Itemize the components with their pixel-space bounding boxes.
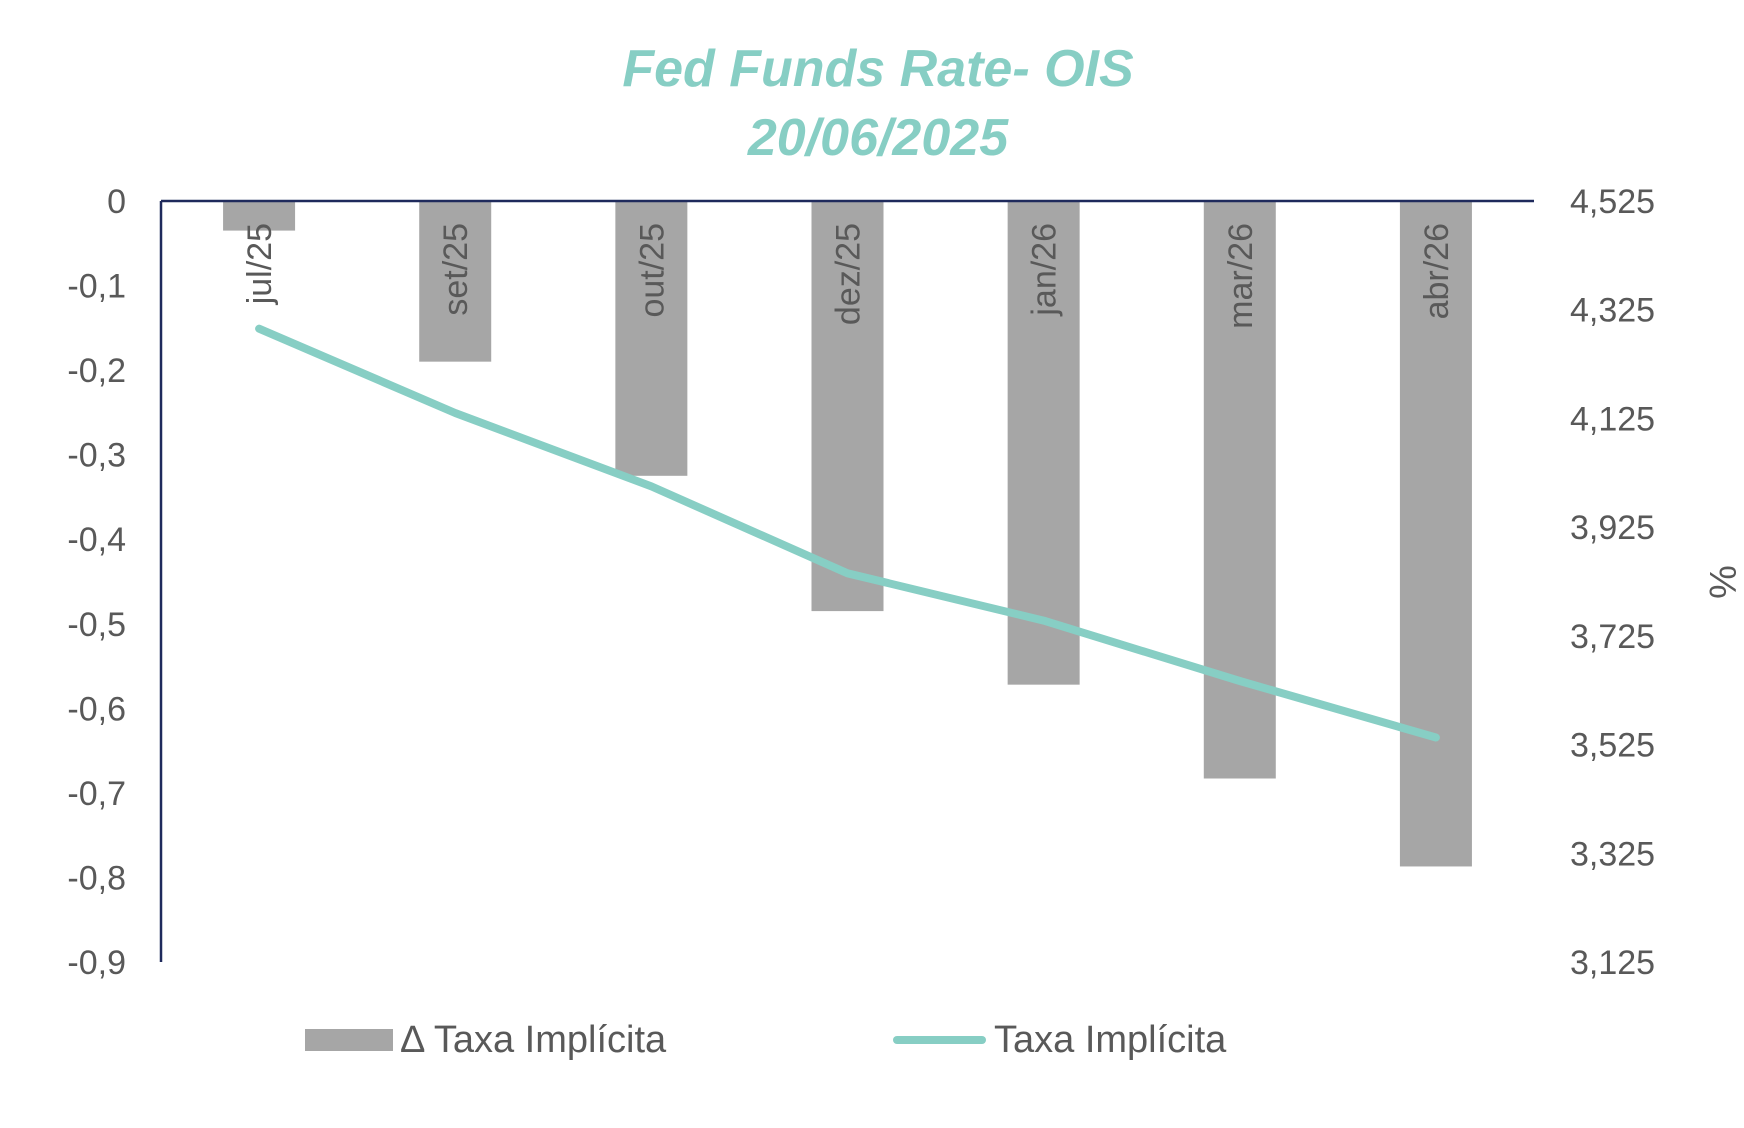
chart-title: Fed Funds Rate- OIS bbox=[622, 40, 1134, 98]
right-tick-label: 3,125 bbox=[1570, 944, 1655, 982]
bar-dez/25 bbox=[811, 201, 884, 612]
line-layer bbox=[255, 324, 1440, 742]
bars-layer bbox=[223, 201, 1472, 867]
left-tick-label: -0,4 bbox=[67, 521, 126, 559]
right-tick-label: 4,325 bbox=[1570, 292, 1655, 330]
category-label: jan/26 bbox=[1026, 223, 1064, 317]
left-tick-label: -0,3 bbox=[67, 437, 126, 475]
bar-abr/26 bbox=[1399, 201, 1472, 867]
category-label: set/25 bbox=[437, 223, 475, 316]
line-series-taxa-implicita bbox=[255, 324, 1440, 742]
right-tick-label: 3,925 bbox=[1570, 509, 1655, 547]
left-tick-label: -0,1 bbox=[67, 268, 126, 306]
category-label: dez/25 bbox=[830, 223, 868, 325]
bar-set/25 bbox=[419, 201, 492, 362]
right-tick-label: 3,725 bbox=[1570, 618, 1655, 656]
category-label: out/25 bbox=[633, 223, 671, 318]
left-tick-label: 0 bbox=[107, 183, 126, 221]
left-tick-label: -0,6 bbox=[67, 690, 126, 728]
chart-subtitle: 20/06/2025 bbox=[747, 109, 1009, 167]
right-tick-label: 4,525 bbox=[1570, 183, 1655, 221]
bar-out/25 bbox=[615, 201, 688, 476]
left-tick-label: -0,9 bbox=[67, 944, 126, 982]
legend: Δ Taxa Implícita Taxa Implícita bbox=[305, 1019, 1227, 1061]
left-tick-label: -0,5 bbox=[67, 606, 126, 644]
left-axis-ticks: 0 -0,1 -0,2 -0,3 -0,4 -0,5 -0,6 -0,7 -0,8 -0,9 bbox=[67, 183, 126, 982]
left-tick-label: -0,2 bbox=[67, 352, 126, 390]
right-axis-ticks: 4,525 4,325 4,125 3,925 3,725 3,525 3,325 3,125 bbox=[1570, 183, 1655, 982]
category-labels: jul/25 set/25 out/25 dez/25 jan/26 mar/26 abr/… bbox=[241, 223, 1456, 329]
left-tick-label: -0,7 bbox=[67, 775, 126, 813]
right-tick-label: 4,125 bbox=[1570, 400, 1655, 438]
bar-jan/26 bbox=[1007, 201, 1080, 685]
legend-line-label: Taxa Implícita bbox=[994, 1019, 1227, 1061]
axes-layer bbox=[159, 199, 1534, 962]
legend-bar-swatch bbox=[305, 1029, 393, 1051]
category-label: mar/26 bbox=[1222, 223, 1260, 329]
category-label: abr/26 bbox=[1418, 223, 1456, 319]
left-tick-label: -0,8 bbox=[67, 859, 126, 897]
category-label: jul/25 bbox=[241, 223, 279, 305]
right-tick-label: 3,325 bbox=[1570, 835, 1655, 873]
right-axis-title: % bbox=[1701, 565, 1743, 599]
legend-bar-label: Δ Taxa Implícita bbox=[400, 1019, 667, 1061]
right-tick-label: 3,525 bbox=[1570, 727, 1655, 765]
bar-jul/25 bbox=[223, 201, 296, 231]
